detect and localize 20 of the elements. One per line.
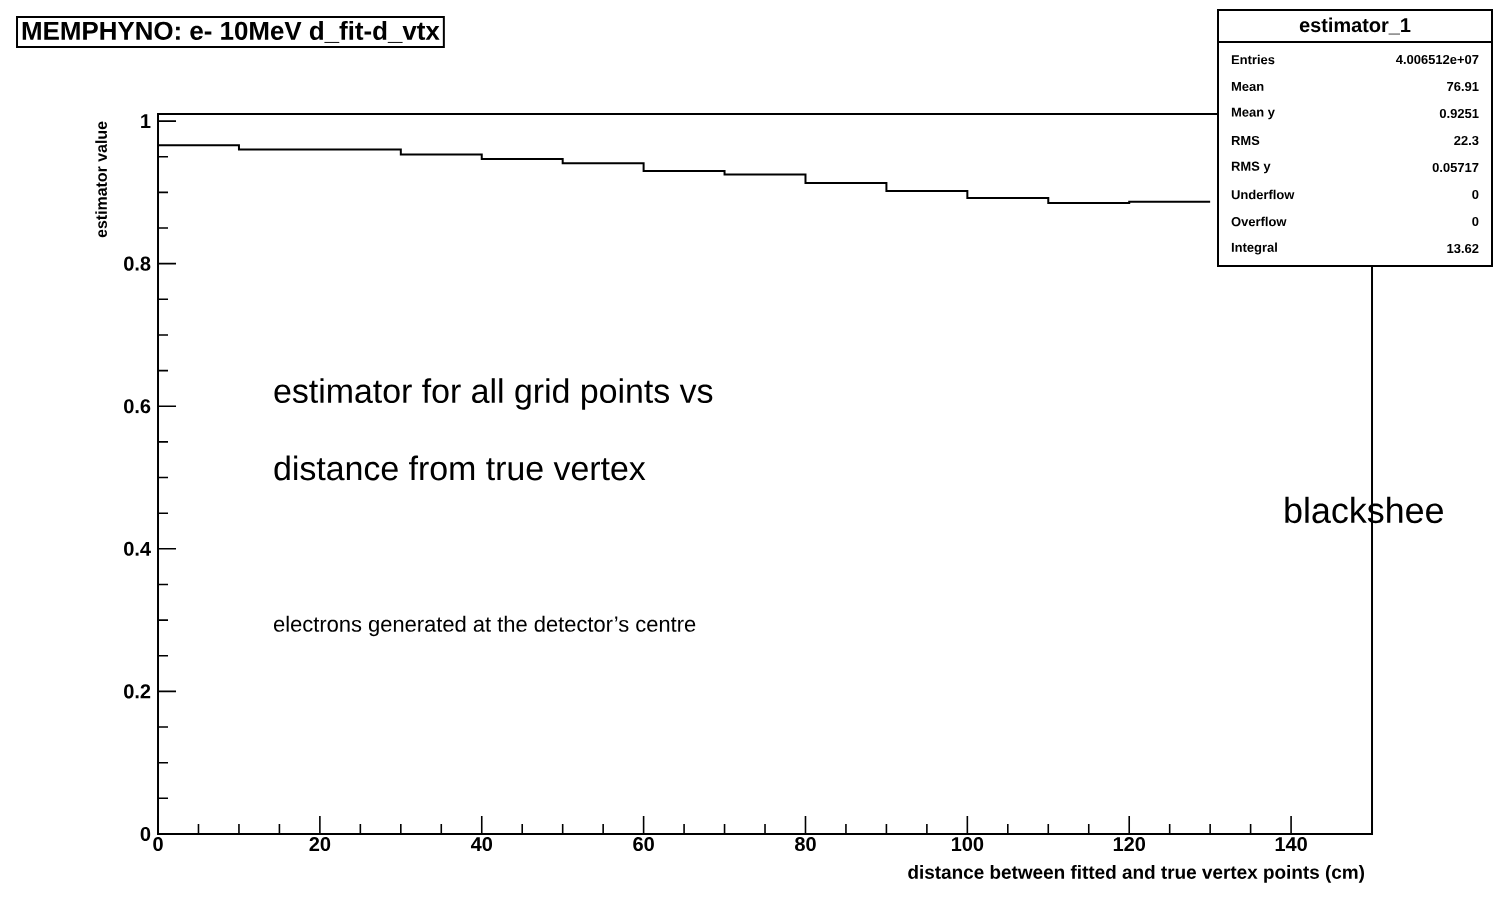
y-tick-label: 0.2 bbox=[124, 684, 151, 699]
y-tick-label: 0.6 bbox=[124, 399, 151, 414]
x-tick-label: 20 bbox=[309, 837, 331, 852]
x-tick-label: 0 bbox=[153, 837, 163, 852]
x-tick-label: 100 bbox=[951, 837, 984, 852]
x-tick-label: 60 bbox=[633, 837, 654, 852]
text: estimator_1 bbox=[1299, 17, 1411, 35]
y-tick-label: 1 bbox=[141, 114, 151, 128]
annotation: estimator for all grid points vs bbox=[274, 378, 713, 410]
y-tick-label: 0.8 bbox=[124, 256, 151, 271]
annotation: electrons generated at the detector’s centre bbox=[273, 615, 696, 637]
x-axis-title: distance between fitted and true vertex points (cm) bbox=[908, 865, 1365, 883]
y-tick-label: 0.4 bbox=[124, 541, 151, 556]
annotation: distance from true vertex bbox=[274, 455, 646, 481]
x-tick-label: 40 bbox=[470, 837, 493, 852]
x-tick-label: 80 bbox=[795, 837, 816, 852]
x-tick-label: 140 bbox=[1275, 837, 1307, 852]
x-tick-label: 120 bbox=[1113, 837, 1146, 852]
y-tick-label: 0 bbox=[140, 826, 151, 842]
chart-title: MEMPHYNO: e- 10MeV d_fit-d_vtx bbox=[22, 20, 440, 43]
